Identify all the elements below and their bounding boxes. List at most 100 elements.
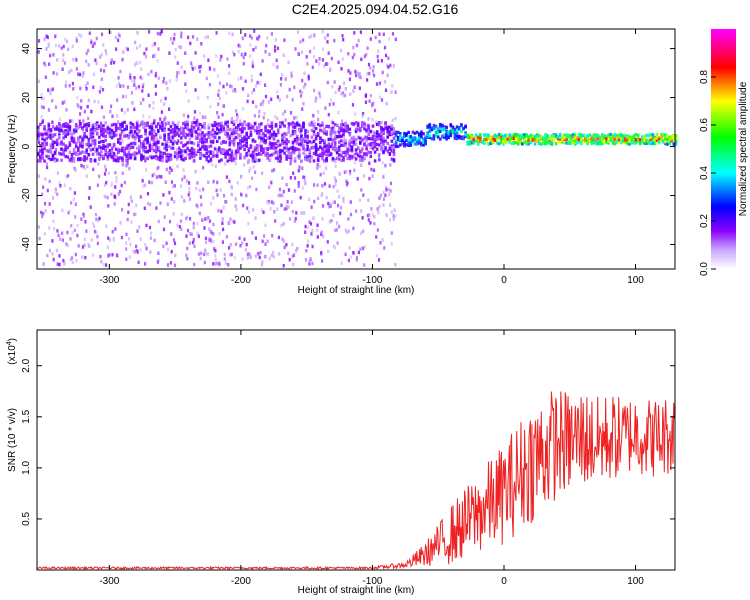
spectrogram-cell bbox=[366, 71, 369, 76]
spectrogram-cell bbox=[125, 247, 128, 251]
spectrogram-cell bbox=[112, 144, 116, 148]
spectrogram-cell bbox=[260, 122, 263, 126]
spectrogram-cell bbox=[314, 126, 318, 131]
spectrogram-cell bbox=[232, 143, 236, 147]
spectrogram-cell bbox=[360, 188, 363, 192]
spectrogram-cell bbox=[84, 84, 87, 88]
spectrogram-cell bbox=[135, 244, 138, 249]
spectrogram-cell bbox=[91, 131, 95, 135]
spectrogram-cell bbox=[87, 143, 91, 147]
spectrogram-cell bbox=[270, 200, 273, 204]
spectrogram-cell bbox=[387, 56, 390, 60]
spectrogram-cell bbox=[272, 250, 275, 255]
spectrogram-cell bbox=[377, 258, 381, 262]
spectrogram-cell bbox=[203, 260, 206, 265]
spectrogram-cell bbox=[382, 197, 386, 201]
spectrogram-cell bbox=[100, 146, 103, 150]
spectrogram-cell bbox=[55, 127, 59, 131]
spectrogram-cell bbox=[81, 141, 84, 145]
spectrogram-cell bbox=[201, 133, 204, 138]
spectrogram-cell bbox=[90, 238, 93, 242]
spectrogram-cell bbox=[281, 193, 284, 198]
spectrogram-cell bbox=[375, 122, 379, 126]
spectrogram-cell bbox=[135, 151, 139, 155]
spectrogram-cell bbox=[108, 253, 111, 257]
spectrogram-cell bbox=[144, 262, 147, 266]
spectrogram-cell bbox=[151, 145, 154, 149]
spectrogram-cell bbox=[213, 121, 217, 125]
spectrogram-cell bbox=[338, 134, 341, 138]
spectrogram-cell bbox=[264, 94, 268, 99]
spectrogram-cell bbox=[340, 128, 343, 132]
spectrogram-cell bbox=[274, 150, 278, 154]
spectrogram-cell bbox=[213, 262, 216, 266]
spectrogram-cell bbox=[365, 135, 368, 139]
spectrogram-cell bbox=[295, 138, 299, 143]
spectrogram-cell bbox=[314, 137, 318, 141]
spectrogram-cell bbox=[415, 142, 419, 146]
spectrogram-cell bbox=[237, 135, 240, 140]
spectrogram-cell bbox=[121, 57, 124, 62]
spectrogram-cell bbox=[571, 140, 575, 144]
spectrogram-cell bbox=[69, 130, 72, 135]
spectrogram-cell bbox=[317, 117, 320, 122]
spectrogram-cell bbox=[112, 134, 116, 138]
spectrogram-cell bbox=[243, 143, 246, 147]
spectrogram-cell bbox=[260, 263, 264, 267]
spectrogram-cell bbox=[630, 136, 634, 140]
spectrogram-cell bbox=[455, 134, 459, 138]
spectrogram-cell bbox=[218, 136, 221, 140]
spectrogram-cell bbox=[272, 145, 276, 149]
spectrogram-cell bbox=[146, 149, 149, 153]
spectrogram-cell bbox=[371, 143, 375, 147]
spectrogram-cell bbox=[70, 201, 73, 205]
spectrogram-cell bbox=[529, 134, 533, 138]
spectrogram-cell bbox=[129, 146, 133, 150]
spectrogram-cell bbox=[39, 159, 42, 163]
spectrogram-cell bbox=[347, 258, 350, 263]
spectrogram-cell bbox=[300, 144, 303, 148]
spectrogram-cell bbox=[298, 123, 301, 127]
spectrogram-cell bbox=[182, 168, 185, 172]
spectrogram-cell bbox=[392, 214, 395, 218]
spectrogram-cell bbox=[37, 125, 40, 129]
spectrogram-cell bbox=[58, 136, 61, 140]
spectrogram-cell bbox=[89, 159, 92, 163]
spectrogram-cell bbox=[190, 133, 194, 138]
spectrogram-cell bbox=[292, 171, 295, 175]
spectrogram-cell bbox=[238, 236, 241, 240]
spectrogram-cell bbox=[316, 166, 319, 170]
spectrogram-cell bbox=[605, 140, 608, 144]
spectrogram-cell bbox=[392, 131, 396, 135]
spectrogram-cell bbox=[39, 144, 42, 148]
spectrogram-cell bbox=[188, 197, 192, 201]
spectrogram-cell bbox=[341, 34, 344, 38]
x-tick-label: -100 bbox=[362, 576, 382, 587]
spectrogram-cell bbox=[59, 184, 62, 188]
spectrogram-cell bbox=[527, 140, 530, 144]
spectrogram-cell bbox=[145, 168, 148, 172]
spectrogram-cell bbox=[464, 124, 467, 128]
spectrogram-cell bbox=[274, 38, 277, 42]
spectrogram-cell bbox=[403, 142, 406, 146]
spectrogram-cell bbox=[327, 201, 330, 206]
spectrogram-cell bbox=[443, 133, 446, 137]
spectrogram-cell bbox=[104, 138, 107, 142]
spectrogram-cell bbox=[392, 64, 395, 68]
spectrogram-cell bbox=[351, 55, 354, 60]
spectrogram-cell bbox=[510, 136, 514, 140]
spectrogram-cell bbox=[283, 135, 286, 139]
spectrogram-cell bbox=[171, 128, 175, 132]
spectrogram-cell bbox=[175, 129, 179, 133]
spectrogram-cell bbox=[133, 83, 136, 87]
spectrogram-cell bbox=[165, 153, 168, 157]
spectrogram-cell bbox=[407, 138, 410, 142]
spectrogram-cell bbox=[159, 134, 162, 138]
spectrogram-cell bbox=[343, 170, 346, 174]
spectrogram-cell bbox=[262, 147, 265, 151]
spectrogram-cell bbox=[55, 125, 59, 129]
spectrogram-cell bbox=[332, 200, 335, 204]
spectrogram-cell bbox=[163, 124, 166, 128]
spectrogram-cell bbox=[342, 133, 345, 137]
spectrogram-cell bbox=[617, 138, 621, 142]
